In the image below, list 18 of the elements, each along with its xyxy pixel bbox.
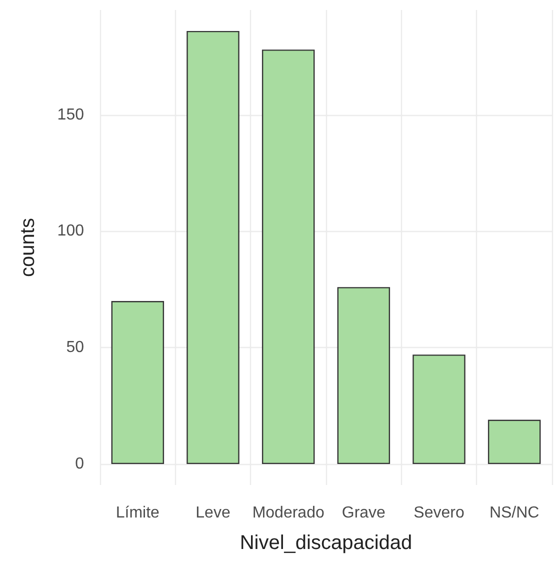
- y-tick-label: 50: [66, 339, 84, 356]
- y-tick-label: 100: [57, 222, 84, 240]
- x-tick-label: Moderado: [252, 504, 324, 522]
- bar: [186, 30, 240, 464]
- y-tick-label: 0: [75, 456, 84, 473]
- y-axis-title: counts: [17, 218, 39, 277]
- x-tick-label: Leve: [196, 504, 230, 522]
- bar: [111, 301, 164, 464]
- x-tick-label: Grave: [342, 504, 386, 522]
- bar: [412, 354, 466, 464]
- x-axis-title: Nivel_discapacidad: [240, 532, 412, 554]
- x-tick-label: NS/NC: [489, 504, 540, 522]
- y-tick-label: 150: [57, 106, 84, 124]
- x-tick-label: Severo: [414, 504, 464, 522]
- bar: [262, 50, 315, 464]
- bar: [337, 287, 390, 464]
- bar: [488, 420, 541, 464]
- x-tick-label: Límite: [116, 504, 160, 522]
